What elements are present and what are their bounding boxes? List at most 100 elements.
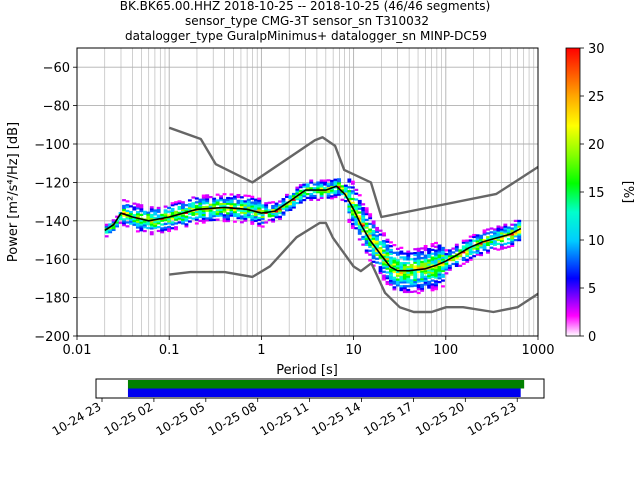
density-cell bbox=[201, 217, 206, 220]
density-cell bbox=[347, 195, 352, 198]
density-cell bbox=[122, 208, 126, 211]
density-cell bbox=[506, 230, 511, 233]
density-cell bbox=[305, 192, 310, 196]
density-cell bbox=[479, 253, 484, 257]
density-cell bbox=[444, 260, 449, 263]
density-cell bbox=[444, 266, 449, 269]
density-cell bbox=[385, 240, 390, 243]
density-cell bbox=[361, 230, 366, 233]
density-cell bbox=[298, 195, 303, 198]
density-cell bbox=[215, 193, 220, 196]
density-cell bbox=[430, 260, 435, 263]
density-cell bbox=[389, 260, 393, 263]
density-cell bbox=[402, 279, 407, 282]
density-cell bbox=[423, 264, 428, 267]
density-cell bbox=[337, 189, 341, 192]
density-cell bbox=[427, 248, 432, 251]
density-cell bbox=[427, 276, 432, 280]
density-cell bbox=[233, 205, 237, 208]
density-cell bbox=[420, 251, 425, 254]
density-cell bbox=[246, 210, 251, 213]
timeline-tick-label: 10-25 17 bbox=[361, 399, 415, 438]
density-cell bbox=[253, 200, 258, 203]
density-cell bbox=[319, 194, 324, 198]
density-cell bbox=[496, 242, 501, 245]
density-cell bbox=[395, 265, 400, 268]
density-cell bbox=[364, 236, 369, 239]
density-cell bbox=[233, 210, 237, 214]
density-cell bbox=[194, 212, 199, 215]
density-cell bbox=[402, 252, 407, 255]
density-cell bbox=[135, 230, 140, 233]
density-cell bbox=[395, 259, 400, 262]
density-cell bbox=[233, 209, 237, 212]
density-cell bbox=[194, 201, 199, 204]
density-cell bbox=[389, 268, 393, 271]
density-cell bbox=[389, 275, 393, 279]
density-cell bbox=[416, 253, 421, 256]
density-cell bbox=[409, 290, 414, 294]
density-cell bbox=[229, 204, 234, 208]
density-cell bbox=[135, 211, 140, 214]
density-cell bbox=[288, 208, 293, 211]
density-cell bbox=[205, 194, 210, 197]
density-cell bbox=[434, 241, 438, 245]
density-cell bbox=[465, 245, 470, 248]
density-cell bbox=[475, 247, 480, 251]
density-cell bbox=[253, 208, 258, 211]
density-cell bbox=[427, 253, 432, 257]
density-cell bbox=[375, 253, 380, 257]
density-cell bbox=[382, 263, 386, 266]
density-cell bbox=[430, 262, 435, 265]
density-cell bbox=[167, 206, 172, 210]
density-cell bbox=[298, 199, 303, 202]
density-cell bbox=[108, 227, 113, 230]
density-cell bbox=[163, 211, 168, 214]
density-cell bbox=[441, 252, 445, 255]
density-cell bbox=[187, 203, 192, 206]
density-cell bbox=[260, 221, 265, 224]
density-cell bbox=[239, 203, 244, 207]
density-cell bbox=[479, 238, 484, 241]
density-cell bbox=[298, 193, 303, 196]
density-cell bbox=[447, 249, 452, 252]
density-cell bbox=[499, 243, 504, 246]
density-cell bbox=[499, 234, 504, 237]
density-cell bbox=[298, 197, 303, 200]
mean-line bbox=[104, 185, 522, 272]
density-cell bbox=[267, 213, 272, 216]
density-cell bbox=[194, 218, 199, 221]
density-cell bbox=[361, 235, 366, 239]
density-cell bbox=[243, 213, 248, 216]
density-cell bbox=[340, 187, 345, 190]
density-cell bbox=[368, 232, 373, 235]
density-cell bbox=[274, 216, 279, 219]
density-cell bbox=[385, 259, 390, 263]
density-cell bbox=[437, 250, 442, 253]
density-cell bbox=[302, 185, 307, 188]
density-cell bbox=[371, 251, 376, 254]
density-cell bbox=[392, 263, 397, 266]
density-cell bbox=[416, 249, 421, 252]
colorbar-label: [%] bbox=[620, 181, 635, 204]
density-cell bbox=[330, 185, 334, 188]
density-cell bbox=[409, 279, 414, 282]
density-cell bbox=[260, 210, 265, 213]
density-cell bbox=[326, 192, 331, 195]
density-cell bbox=[319, 185, 324, 188]
density-cell bbox=[517, 221, 522, 224]
density-cell bbox=[122, 220, 126, 223]
density-cell bbox=[364, 207, 369, 210]
density-cell bbox=[402, 271, 407, 274]
density-cell bbox=[382, 266, 386, 270]
density-cell bbox=[427, 265, 432, 268]
density-cell bbox=[489, 227, 494, 230]
timeline-bars bbox=[127, 380, 525, 397]
colorbar-tick-label: 30 bbox=[588, 42, 605, 57]
density-cell bbox=[219, 212, 224, 215]
density-cell bbox=[375, 242, 380, 245]
density-cell bbox=[260, 215, 265, 219]
density-cell bbox=[215, 214, 220, 217]
density-cell bbox=[253, 212, 258, 215]
density-cell bbox=[298, 184, 303, 187]
